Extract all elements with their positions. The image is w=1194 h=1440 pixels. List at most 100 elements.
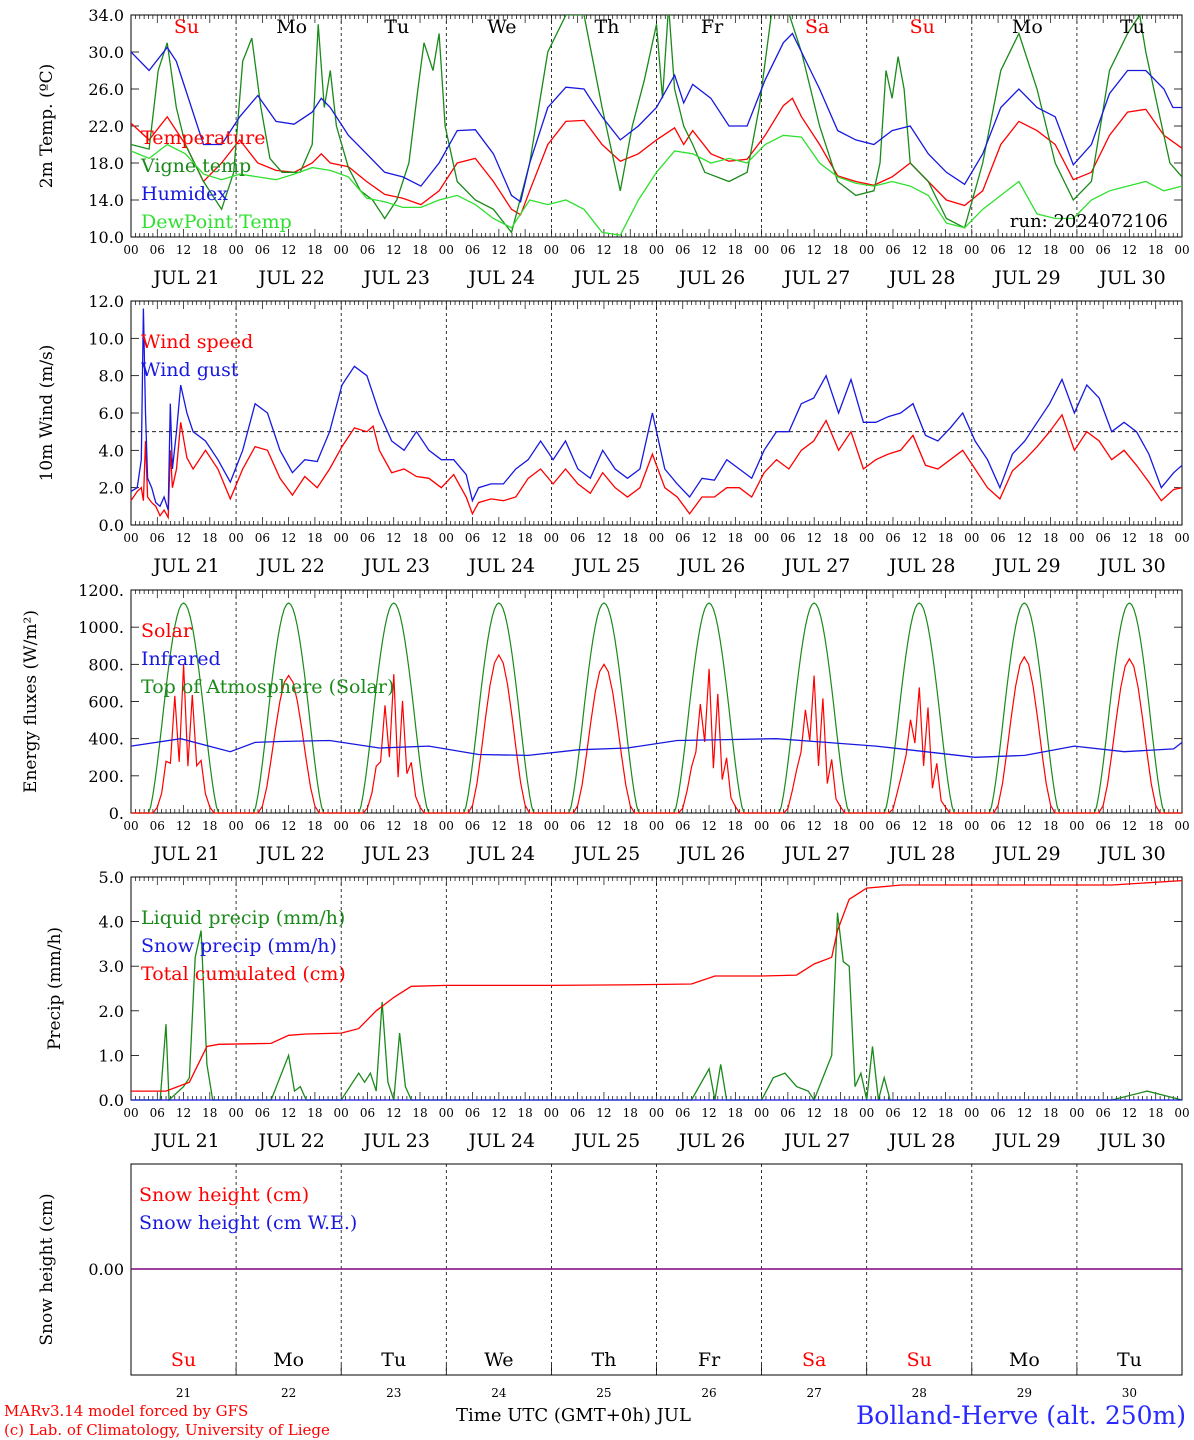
y-tick-label: 22.0 (88, 117, 124, 136)
y-axis-label: Energy fluxes (W/m²) (21, 610, 41, 793)
hour-label: 12 (1017, 819, 1032, 833)
plot-frame (130, 300, 1183, 526)
hour-label: 06 (570, 819, 585, 833)
date-label: JUL 22 (256, 1130, 324, 1152)
date-label: JUL 26 (677, 1130, 745, 1152)
date-label: JUL 23 (362, 1130, 430, 1152)
hour-label: 12 (912, 243, 927, 257)
hour-label: 00 (334, 531, 349, 545)
day-number: 23 (386, 1386, 401, 1400)
hour-label: 12 (1017, 243, 1032, 257)
day-number: 21 (176, 1386, 191, 1400)
date-label: JUL 24 (467, 555, 535, 577)
weekday-label: Th (591, 1349, 616, 1371)
hour-label: 00 (544, 1106, 559, 1120)
hour-label: 12 (596, 243, 611, 257)
hour-label: 12 (596, 531, 611, 545)
hour-label: 00 (123, 531, 138, 545)
y-tick-label: 0. (109, 804, 124, 823)
day-number: 29 (1017, 1386, 1032, 1400)
hour-label: 12 (386, 243, 401, 257)
hour-label: 18 (1148, 531, 1163, 545)
hour-label: 00 (439, 243, 454, 257)
model-credit: MARv3.14 model forced by GFS (4, 1402, 249, 1420)
hour-label: 12 (1122, 531, 1137, 545)
hour-label: 12 (281, 243, 296, 257)
date-label: JUL 25 (572, 843, 640, 865)
hour-label: 12 (176, 243, 191, 257)
hour-label: 06 (675, 243, 690, 257)
date-label: JUL 26 (677, 267, 745, 289)
hour-label: 12 (912, 819, 927, 833)
hour-label: 00 (544, 531, 559, 545)
hour-label: 18 (1148, 819, 1163, 833)
hour-label: 06 (570, 1106, 585, 1120)
hour-label: 18 (833, 819, 848, 833)
date-label: JUL 23 (362, 555, 430, 577)
hour-label: 18 (307, 531, 322, 545)
hour-label: 18 (833, 531, 848, 545)
series-wind-gust (130, 308, 1183, 511)
x-axis-title: Time UTC (GMT+0h) JUL (456, 1405, 691, 1426)
hour-label: 12 (386, 531, 401, 545)
day-number: 22 (281, 1386, 296, 1400)
weekday-label: Su (171, 1349, 196, 1371)
hour-label: 18 (623, 531, 638, 545)
hour-label: 18 (307, 1106, 322, 1120)
hour-label: 06 (150, 819, 165, 833)
hour-label: 06 (675, 1106, 690, 1120)
date-label: JUL 21 (151, 555, 219, 577)
hour-label: 06 (675, 531, 690, 545)
y-tick-label: 4.0 (99, 913, 124, 932)
hour-label: 06 (780, 531, 795, 545)
day-number: 25 (596, 1386, 611, 1400)
hour-label: 00 (964, 243, 979, 257)
date-label: JUL 29 (992, 555, 1060, 577)
hour-label: 12 (1122, 819, 1137, 833)
hour-label: 12 (807, 531, 822, 545)
legend-entry: DewPoint Temp (141, 211, 292, 233)
y-tick-label: 10.0 (88, 228, 124, 247)
hour-label: 00 (228, 243, 243, 257)
hour-label: 06 (360, 243, 375, 257)
date-label: JUL 24 (467, 1130, 535, 1152)
y-tick-label: 12.0 (88, 292, 124, 311)
hour-label: 06 (780, 819, 795, 833)
hour-label: 00 (649, 1106, 664, 1120)
hour-label: 00 (859, 243, 874, 257)
date-label: JUL 22 (256, 843, 324, 865)
weekday-label: Sa (802, 1349, 826, 1371)
hour-label: 00 (439, 1106, 454, 1120)
legend-entry: Total cumulated (cm) (141, 963, 346, 985)
hour-label: 00 (544, 243, 559, 257)
hour-label: 18 (1148, 1106, 1163, 1120)
hour-label: 12 (176, 819, 191, 833)
hour-label: 18 (412, 819, 427, 833)
hour-label: 18 (623, 1106, 638, 1120)
hour-label: 12 (491, 243, 506, 257)
hour-label: 00 (1069, 1106, 1084, 1120)
legend-entry: Solar (141, 620, 193, 642)
hour-label: 12 (807, 243, 822, 257)
series-wind-speed (130, 413, 1183, 520)
series-dewpoint-temp (131, 134, 1182, 236)
date-label: JUL 24 (467, 267, 535, 289)
hour-label: 00 (649, 243, 664, 257)
hour-label: 00 (859, 531, 874, 545)
hour-label: 12 (1017, 531, 1032, 545)
hour-label: 18 (623, 819, 638, 833)
weekday-label: We (487, 16, 516, 38)
hour-label: 12 (281, 531, 296, 545)
date-label: JUL 28 (887, 1130, 955, 1152)
hour-label: 12 (807, 1106, 822, 1120)
hour-label: 18 (728, 243, 743, 257)
date-label: JUL 25 (572, 1130, 640, 1152)
hour-label: 06 (1096, 1106, 1111, 1120)
hour-label: 18 (517, 1106, 532, 1120)
y-tick-label: 1.0 (99, 1046, 124, 1065)
legend-entry: Infrared (141, 648, 221, 670)
date-label: JUL 27 (782, 1130, 850, 1152)
hour-label: 06 (990, 531, 1005, 545)
date-label: JUL 26 (677, 843, 745, 865)
